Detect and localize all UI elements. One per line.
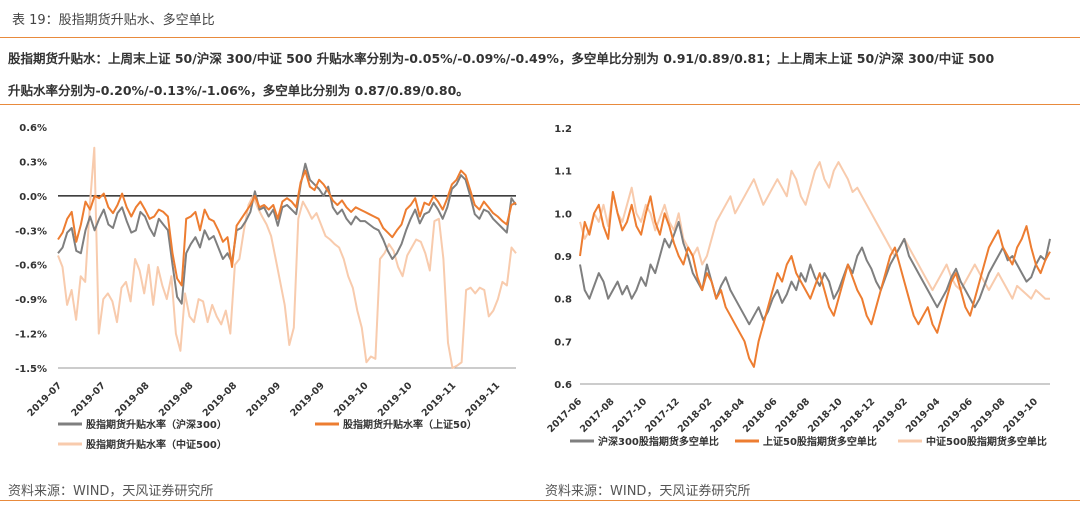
y-tick-label: 0.8 [554, 295, 572, 306]
x-tick-label: 2019-06 [936, 396, 975, 435]
legend-label: 沪深300股指期货多空单比 [598, 435, 719, 448]
x-tick-label: 2018-10 [806, 396, 845, 435]
y-tick-label: 1.1 [554, 167, 572, 178]
x-tick-label: 2019-09 [245, 380, 284, 419]
long-short-ratio-chart: 1.21.11.00.90.80.70.62017-062017-082017-… [546, 124, 1051, 448]
x-tick-label: 2019-08 [969, 396, 1008, 435]
summary-line-2: 升贴水率分别为-0.20%/-0.13%/-1.06%，多空单比分别为 0.87… [8, 83, 469, 98]
x-tick-label: 2017-08 [578, 396, 617, 435]
y-tick-label: -1.2% [15, 330, 47, 341]
y-tick-label: 0.6 [554, 380, 572, 391]
x-tick-label: 2017-06 [546, 396, 585, 435]
x-tick-label: 2018-04 [708, 396, 747, 435]
y-tick-label: 0.7 [554, 337, 572, 348]
x-tick-label: 2018-12 [839, 396, 878, 435]
x-tick-label: 2017-12 [643, 396, 682, 435]
x-tick-label: 2019-04 [904, 396, 943, 435]
basis-rate-chart: 0.6% 0.3% 0.0% -0.3% -0.6% -0.9% -1.2% -1.5% 201… [15, 123, 517, 451]
legend-label: 中证500股指期货多空单比 [926, 435, 1047, 448]
x-tick-label: 2019-10 [376, 380, 415, 419]
x-tick-label: 2019-07 [69, 380, 108, 419]
source-note-left: 资料来源：WIND，天风证券研究所 [8, 484, 214, 499]
y-tick-label: -0.9% [15, 295, 47, 306]
y-tick-label: 0.9 [554, 252, 572, 263]
legend-label: 上证50股指期货多空单比 [763, 435, 877, 448]
x-tick-label: 2019-08 [113, 380, 152, 419]
x-tick-label: 2019-10 [1002, 396, 1041, 435]
y-tick-label: 0.0% [19, 192, 47, 203]
y-tick-label: 1.2 [554, 124, 572, 135]
series-line [57, 162, 517, 305]
x-tick-label: 2018-08 [774, 396, 813, 435]
x-tick-label: 2019-08 [157, 380, 196, 419]
y-tick-label: 0.6% [19, 123, 47, 134]
y-tick-label: 1.0 [554, 209, 572, 220]
x-tick-label: 2018-02 [676, 396, 715, 435]
y-tick-label: 0.3% [19, 157, 47, 168]
y-tick-label: -1.5% [15, 364, 47, 375]
x-tick-label: 2019-02 [871, 396, 910, 435]
x-tick-label: 2018-06 [741, 396, 780, 435]
y-tick-label: -0.3% [15, 226, 47, 237]
legend-label: 股指期货升贴水率（沪深300） [86, 418, 227, 431]
bottom-rule [0, 500, 1080, 501]
legend-label: 股指期货升贴水率（中证500） [86, 438, 227, 451]
x-tick-label: 2019-08 [201, 380, 240, 419]
source-note-right: 资料来源：WIND，天风证券研究所 [545, 484, 751, 499]
summary-line-1: 股指期货升贴水：上周末上证 50/沪深 300/中证 500 升贴水率分别为-0… [8, 51, 995, 66]
top-rule [0, 37, 1080, 38]
series-line [57, 169, 517, 287]
x-tick-label: 2019-09 [288, 380, 327, 419]
series-line [579, 220, 1051, 326]
legend-label: 股指期货升贴水率（上证50） [343, 418, 477, 431]
x-tick-label: 2019-11 [464, 380, 503, 419]
series-line [579, 161, 1050, 300]
y-tick-label: -0.6% [15, 261, 47, 272]
table-caption: 表 19：股指期货升贴水、多空单比 [12, 13, 215, 28]
x-tick-label: 2019-10 [332, 380, 371, 419]
series-line [57, 146, 517, 369]
x-tick-label: 2017-10 [611, 396, 650, 435]
summary-rule [0, 104, 1080, 105]
x-tick-label: 2019-07 [26, 380, 65, 419]
series-line [579, 191, 1051, 368]
x-tick-label: 2019-11 [420, 380, 459, 419]
